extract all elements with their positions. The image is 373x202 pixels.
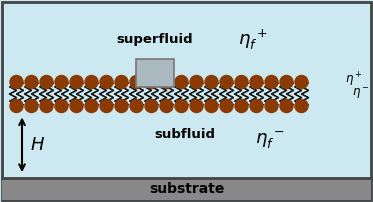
Circle shape	[85, 76, 98, 88]
Circle shape	[160, 76, 173, 88]
Circle shape	[25, 100, 38, 113]
Circle shape	[175, 100, 188, 113]
Circle shape	[85, 100, 98, 113]
Text: superfluid: superfluid	[117, 34, 193, 46]
Text: $\eta^-$: $\eta^-$	[352, 87, 370, 101]
Text: $\eta_f^{\ -}$: $\eta_f^{\ -}$	[255, 129, 285, 150]
Circle shape	[220, 100, 233, 113]
Circle shape	[40, 76, 53, 88]
Circle shape	[250, 100, 263, 113]
Circle shape	[265, 76, 278, 88]
Circle shape	[70, 100, 83, 113]
Circle shape	[295, 100, 308, 113]
Text: substrate: substrate	[149, 182, 224, 196]
Text: $\eta^+$: $\eta^+$	[345, 71, 363, 89]
Text: subfluid: subfluid	[154, 127, 216, 141]
Circle shape	[115, 100, 128, 113]
Circle shape	[205, 100, 218, 113]
Circle shape	[115, 76, 128, 88]
Circle shape	[235, 100, 248, 113]
Circle shape	[40, 100, 53, 113]
Circle shape	[280, 76, 293, 88]
Circle shape	[145, 100, 158, 113]
Circle shape	[10, 76, 23, 88]
Text: $H$: $H$	[30, 136, 45, 154]
Circle shape	[295, 76, 308, 88]
Circle shape	[100, 100, 113, 113]
Circle shape	[55, 76, 68, 88]
Circle shape	[265, 100, 278, 113]
Circle shape	[25, 76, 38, 88]
Text: $\eta_f^{\ +}$: $\eta_f^{\ +}$	[238, 28, 268, 52]
Bar	[2, 178, 371, 200]
Circle shape	[130, 76, 143, 88]
Circle shape	[250, 76, 263, 88]
Circle shape	[130, 100, 143, 113]
Circle shape	[280, 100, 293, 113]
Circle shape	[145, 76, 158, 88]
Circle shape	[175, 76, 188, 88]
Circle shape	[70, 76, 83, 88]
Circle shape	[205, 76, 218, 88]
Circle shape	[10, 100, 23, 113]
Bar	[136, 59, 174, 86]
Circle shape	[220, 76, 233, 88]
Circle shape	[160, 100, 173, 113]
Circle shape	[100, 76, 113, 88]
Circle shape	[190, 100, 203, 113]
Circle shape	[55, 100, 68, 113]
Circle shape	[235, 76, 248, 88]
Circle shape	[190, 76, 203, 88]
